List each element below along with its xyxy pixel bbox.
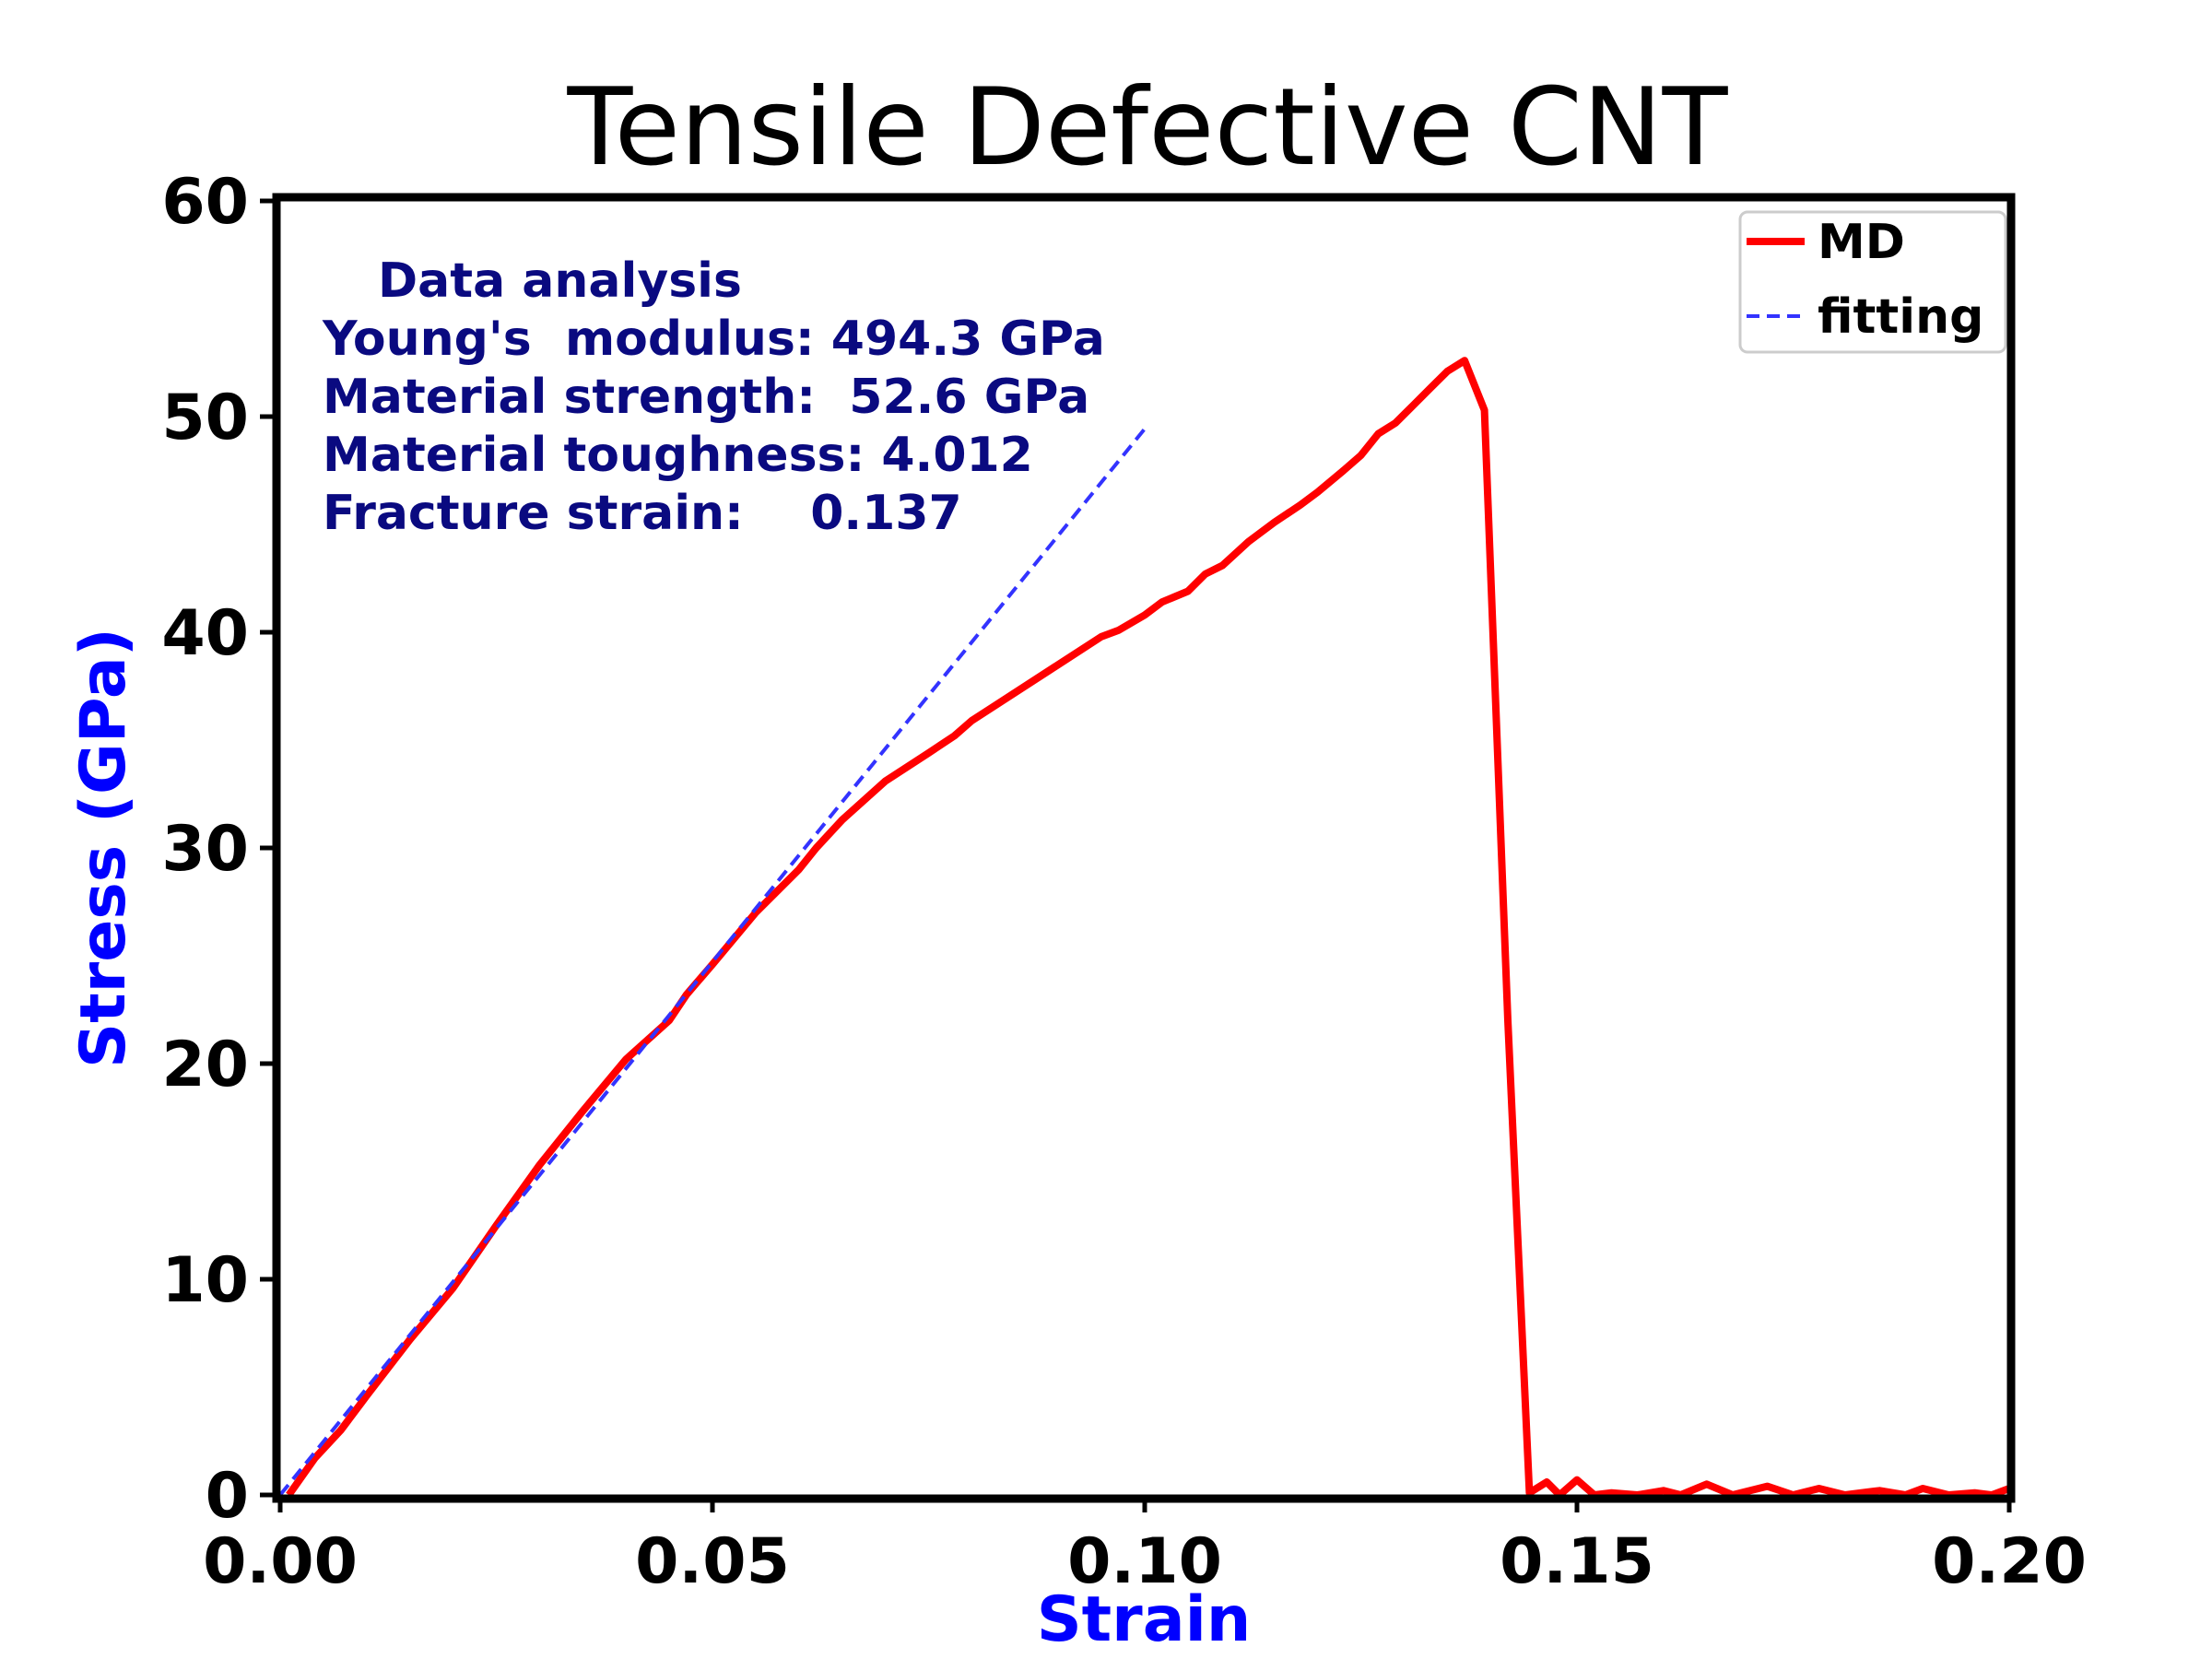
annotation-line-material-toughness: Material toughness: 4.012: [323, 428, 1033, 483]
x-axis: 0.00 0.05 0.10 0.15 0.20: [203, 1499, 2087, 1598]
annotation-line-fracture-strain: Fracture strain: 0.137: [323, 486, 962, 541]
legend-label-fitting: fitting: [1818, 289, 1983, 345]
legend-label-md: MD: [1818, 215, 1905, 270]
chart-title: Tensile Defective CNT: [566, 65, 1728, 190]
annotation-line-material-strength: Material strength: 52.6 GPa: [323, 370, 1089, 425]
y-tick-label: 20: [161, 1029, 249, 1101]
y-tick-label: 0: [206, 1460, 249, 1533]
legend-box: [1738, 210, 2007, 354]
x-tick-label: 0.00: [203, 1525, 358, 1598]
y-axis-label: Stress (GPa): [67, 628, 140, 1068]
x-tick-label: 0.20: [1932, 1525, 2087, 1598]
series-line-fitting: [278, 428, 1147, 1497]
y-tick-label: 60: [161, 166, 249, 239]
x-tick-label: 0.05: [635, 1525, 790, 1598]
x-axis-label: Strain: [1037, 1583, 1252, 1656]
x-tick-label: 0.15: [1500, 1525, 1654, 1598]
annotation-line-youngs-modulus: Young's modulus: 494.3 GPa: [322, 312, 1105, 367]
x-tick-label: 0.10: [1067, 1525, 1222, 1598]
y-tick-label: 40: [161, 597, 249, 670]
y-tick-label: 50: [161, 382, 249, 454]
data-analysis-annotation: Data analysis Young's modulus: 494.3 GPa…: [322, 253, 1105, 541]
series-layer: [278, 357, 2011, 1499]
y-axis: 0 10 20 30 40 50 60: [161, 166, 273, 1533]
annotation-header: Data analysis: [378, 253, 742, 309]
y-tick-label: 10: [161, 1244, 249, 1317]
y-tick-label: 30: [161, 813, 249, 886]
legend: MD fitting: [1738, 210, 2007, 354]
